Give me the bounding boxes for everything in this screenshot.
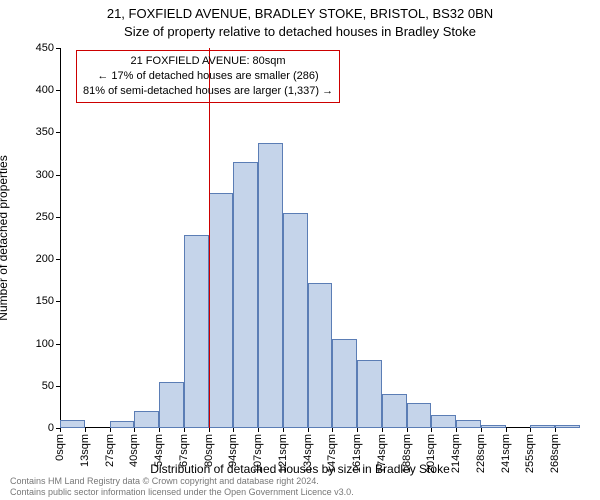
histogram-bar [258, 143, 283, 428]
histogram-bar [481, 425, 506, 428]
ytick-mark [56, 301, 60, 302]
ytick-mark [56, 344, 60, 345]
footer-line1: Contains HM Land Registry data © Crown c… [10, 476, 354, 487]
chart-title-line2: Size of property relative to detached ho… [0, 24, 600, 39]
xtick-mark [530, 428, 531, 432]
ytick-mark [56, 259, 60, 260]
ytick-label: 400 [14, 84, 54, 96]
xtick-mark [233, 428, 234, 432]
xtick-mark [209, 428, 210, 432]
ytick-label: 300 [14, 169, 54, 181]
annotation-line2: ← 17% of detached houses are smaller (28… [83, 69, 333, 84]
xtick-mark [110, 428, 111, 432]
y-axis-label: Number of detached properties [0, 155, 10, 320]
ytick-label: 200 [14, 253, 54, 265]
histogram-bar [184, 235, 209, 428]
histogram-bar [357, 360, 382, 428]
annotation-line1: 21 FOXFIELD AVENUE: 80sqm [83, 54, 333, 69]
chart-title-line1: 21, FOXFIELD AVENUE, BRADLEY STOKE, BRIS… [0, 6, 600, 21]
ytick-mark [56, 132, 60, 133]
xtick-mark [184, 428, 185, 432]
xtick-mark [357, 428, 358, 432]
xtick-mark [85, 428, 86, 432]
histogram-bar [456, 420, 481, 428]
histogram-bar [209, 193, 234, 428]
histogram-bar [530, 425, 555, 428]
xtick-label: 0sqm [54, 434, 66, 461]
ytick-label: 450 [14, 42, 54, 54]
xtick-mark [431, 428, 432, 432]
histogram-bar [60, 420, 85, 428]
ytick-mark [56, 48, 60, 49]
xtick-mark [332, 428, 333, 432]
xtick-mark [382, 428, 383, 432]
xtick-mark [283, 428, 284, 432]
ytick-label: 0 [14, 422, 54, 434]
histogram-bar [332, 339, 357, 428]
ytick-mark [56, 175, 60, 176]
xtick-mark [159, 428, 160, 432]
ytick-mark [56, 90, 60, 91]
histogram-bar [555, 425, 580, 428]
footer-attribution: Contains HM Land Registry data © Crown c… [10, 476, 354, 498]
xtick-mark [134, 428, 135, 432]
histogram-bar [233, 162, 258, 428]
histogram-bar [110, 421, 135, 428]
histogram-bar [382, 394, 407, 428]
xtick-mark [407, 428, 408, 432]
ytick-label: 250 [14, 211, 54, 223]
xtick-mark [506, 428, 507, 432]
ytick-mark [56, 217, 60, 218]
xtick-mark [555, 428, 556, 432]
ytick-label: 100 [14, 338, 54, 350]
xtick-mark [481, 428, 482, 432]
histogram-bar [159, 382, 184, 428]
ytick-label: 50 [14, 380, 54, 392]
histogram-bar [431, 415, 456, 428]
xtick-mark [456, 428, 457, 432]
plot-area: 050100150200250300350400450 0sqm13sqm27s… [60, 48, 580, 428]
annotation-line3: 81% of semi-detached houses are larger (… [83, 84, 333, 99]
histogram-bar [283, 213, 308, 428]
x-axis-label: Distribution of detached houses by size … [0, 462, 600, 476]
ytick-mark [56, 386, 60, 387]
chart-container: { "titles": { "line1": "21, FOXFIELD AVE… [0, 0, 600, 500]
marker-annotation-box: 21 FOXFIELD AVENUE: 80sqm ← 17% of detac… [76, 50, 340, 103]
ytick-label: 150 [14, 295, 54, 307]
footer-line2: Contains public sector information licen… [10, 487, 354, 498]
histogram-bar [308, 283, 333, 428]
ytick-label: 350 [14, 126, 54, 138]
histogram-bar [134, 411, 159, 428]
histogram-bar [407, 403, 432, 428]
marker-line [209, 48, 210, 428]
xtick-mark [258, 428, 259, 432]
xtick-mark [60, 428, 61, 432]
xtick-mark [308, 428, 309, 432]
